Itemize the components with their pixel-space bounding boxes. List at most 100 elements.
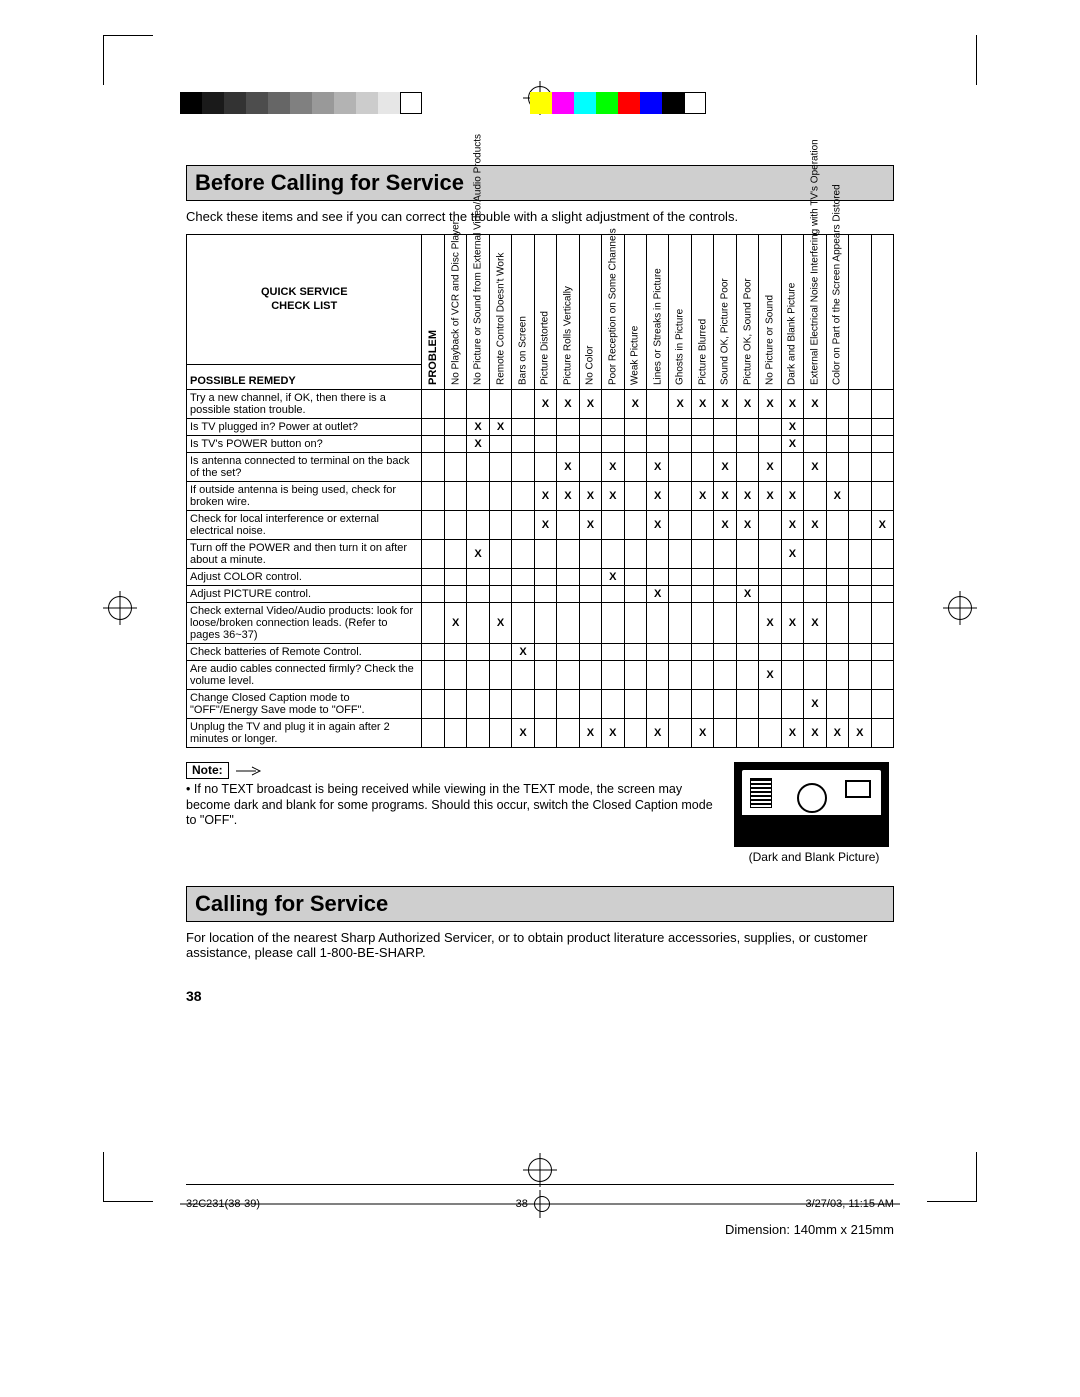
mark-cell [557, 436, 579, 453]
mark-cell [602, 661, 624, 690]
mark-cell [467, 719, 489, 748]
mark-cell [624, 586, 646, 603]
problem-header: External Electrical Noise Interfering wi… [804, 235, 826, 390]
mark-cell [512, 419, 534, 436]
mark-cell: X [781, 540, 803, 569]
table-row: Adjust COLOR control.X [187, 569, 894, 586]
mark-cell [512, 690, 534, 719]
mark-cell [444, 690, 466, 719]
mark-cell [871, 719, 893, 748]
mark-cell [579, 603, 601, 644]
remedy-cell: Adjust PICTURE control. [187, 586, 422, 603]
mark-cell: X [647, 719, 669, 748]
mark-cell: X [579, 390, 601, 419]
mark-cell [849, 644, 871, 661]
mark-cell: X [736, 511, 758, 540]
mark-cell [489, 661, 511, 690]
mark-cell: X [736, 390, 758, 419]
mark-cell [534, 436, 556, 453]
mark-cell: X [624, 390, 646, 419]
remedy-cell: Unplug the TV and plug it in again after… [187, 719, 422, 748]
table-row: Turn off the POWER and then turn it on a… [187, 540, 894, 569]
spacer-cell [422, 719, 444, 748]
swatch [596, 92, 618, 114]
mark-cell [534, 644, 556, 661]
problem-header [849, 235, 871, 390]
spacer-cell [422, 482, 444, 511]
mark-cell: X [781, 511, 803, 540]
mark-cell: X [534, 390, 556, 419]
swatch [530, 92, 552, 114]
problem-header: Picture OK, Sound Poor [736, 235, 758, 390]
mark-cell: X [871, 511, 893, 540]
mark-cell [736, 419, 758, 436]
mark-cell [759, 436, 781, 453]
crop-mark [103, 1152, 128, 1202]
page-content: Before Calling for Service Check these i… [186, 165, 894, 1004]
mark-cell [624, 603, 646, 644]
mark-cell [624, 436, 646, 453]
spacer-cell [422, 419, 444, 436]
mark-cell [534, 419, 556, 436]
mark-cell: X [759, 661, 781, 690]
mark-cell [804, 436, 826, 453]
mark-cell [534, 603, 556, 644]
mark-cell [579, 690, 601, 719]
mark-cell: X [781, 603, 803, 644]
mark-cell [557, 661, 579, 690]
mark-cell: X [557, 453, 579, 482]
mark-cell [714, 419, 736, 436]
remedy-cell: Turn off the POWER and then turn it on a… [187, 540, 422, 569]
mark-cell [759, 540, 781, 569]
note-block: Note: • If no TEXT broadcast is being re… [186, 762, 894, 864]
mark-cell [714, 644, 736, 661]
mark-cell: X [736, 586, 758, 603]
mark-cell [736, 603, 758, 644]
mark-cell [849, 482, 871, 511]
mark-cell: X [467, 540, 489, 569]
registration-target-icon [534, 1196, 550, 1212]
mark-cell [759, 644, 781, 661]
mark-cell [624, 690, 646, 719]
mark-cell [804, 586, 826, 603]
swatch [552, 92, 574, 114]
mark-cell: X [849, 719, 871, 748]
problem-header: No Picture or Sound [759, 235, 781, 390]
mark-cell [849, 690, 871, 719]
mark-cell: X [691, 482, 713, 511]
mark-cell [557, 511, 579, 540]
mark-cell: X [602, 482, 624, 511]
mark-cell [669, 603, 691, 644]
mark-cell [669, 661, 691, 690]
mark-cell [489, 511, 511, 540]
mark-cell [489, 644, 511, 661]
mark-cell: X [669, 390, 691, 419]
mark-cell [534, 569, 556, 586]
mark-cell [849, 569, 871, 586]
mark-cell [849, 586, 871, 603]
problem-header: Picture Rolls Vertically [557, 235, 579, 390]
mark-cell [736, 540, 758, 569]
mark-cell [512, 436, 534, 453]
mark-cell [489, 586, 511, 603]
mark-cell [871, 419, 893, 436]
mark-cell [489, 390, 511, 419]
mark-cell: X [647, 586, 669, 603]
mark-cell: X [534, 482, 556, 511]
mark-cell: X [826, 719, 848, 748]
intro-text: Check these items and see if you can cor… [186, 209, 894, 224]
remedy-cell: Adjust COLOR control. [187, 569, 422, 586]
swatch [202, 92, 224, 114]
table-row: If outside antenna is being used, check … [187, 482, 894, 511]
crop-mark [103, 35, 128, 85]
mark-cell [647, 661, 669, 690]
problem-header: No Playback of VCR and Disc Player [444, 235, 466, 390]
mark-cell [534, 661, 556, 690]
calling-text: For location of the nearest Sharp Author… [186, 930, 894, 960]
mark-cell [444, 436, 466, 453]
mark-cell [512, 390, 534, 419]
mark-cell: X [781, 419, 803, 436]
remedy-cell: Is TV's POWER button on? [187, 436, 422, 453]
spacer-cell [422, 661, 444, 690]
problem-header: Poor Reception on Some Channels [602, 235, 624, 390]
